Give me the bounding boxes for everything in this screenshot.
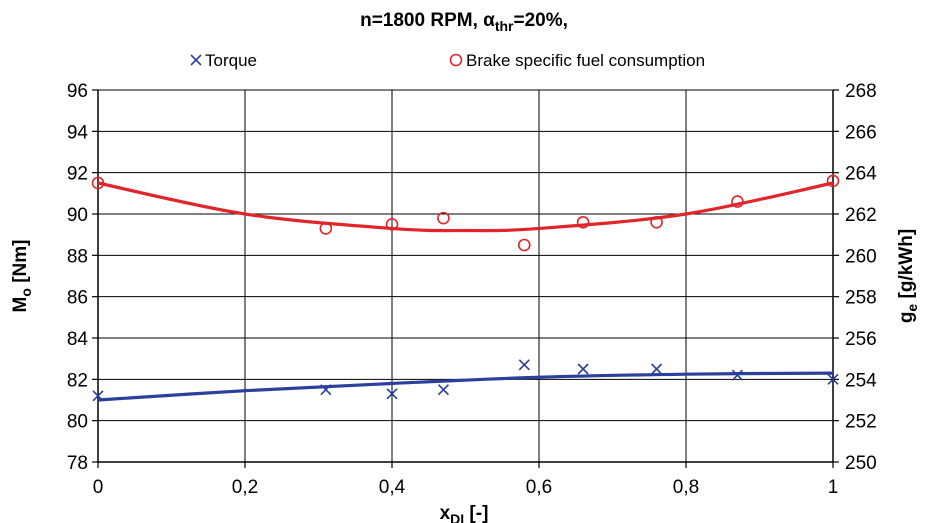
chart-title-rest: =20%, bbox=[513, 10, 567, 31]
x-tick-label: 0 bbox=[93, 477, 104, 498]
x-axis-label-rest: [-] bbox=[464, 503, 488, 523]
legend-marker-torque bbox=[190, 54, 202, 66]
x-tick-label: 0,6 bbox=[526, 477, 552, 498]
data-point-bsfc bbox=[91, 176, 105, 190]
x-tick-label: 0,2 bbox=[232, 477, 258, 498]
trendline-bsfc bbox=[97, 181, 834, 233]
y-right-tick-label: 250 bbox=[845, 453, 877, 474]
y-left-tick-label: 86 bbox=[67, 288, 88, 309]
data-point-torque bbox=[437, 384, 450, 396]
y-left-tick-label: 90 bbox=[67, 205, 88, 226]
y-left-tick-label: 92 bbox=[67, 164, 88, 185]
x-tick-label: 0,8 bbox=[673, 477, 699, 498]
y-left-tick-label: 88 bbox=[67, 246, 88, 267]
y-right-tick-label: 252 bbox=[845, 412, 877, 433]
chart-title-alpha: α bbox=[483, 10, 495, 31]
trendlines bbox=[97, 181, 834, 402]
y-axis-left-label-rest: [Nm] bbox=[10, 240, 31, 289]
x-axis-label-sub: DI bbox=[450, 511, 464, 523]
y-left-tick-label: 78 bbox=[67, 453, 88, 474]
data-point-torque bbox=[320, 384, 332, 396]
trendline-torque bbox=[97, 371, 834, 402]
data-point-bsfc bbox=[385, 218, 399, 231]
data-point-torque bbox=[92, 390, 104, 402]
data-point-bsfc bbox=[437, 211, 450, 225]
x-tick-label: 1 bbox=[828, 477, 839, 498]
y-axis-right-label: ge [g/kWh] bbox=[896, 229, 920, 323]
y-left-tick-label: 82 bbox=[67, 370, 88, 391]
chart-title: n=1800 RPM, αthr=20%, bbox=[360, 10, 568, 34]
y-left-tick-label: 96 bbox=[67, 81, 88, 102]
data-point-bsfc bbox=[319, 222, 333, 235]
chart-title-main: n=1800 RPM, bbox=[360, 10, 483, 31]
y-axis-right-label-sub: e bbox=[904, 304, 920, 312]
y-right-tick-label: 266 bbox=[845, 122, 877, 143]
y-right-tick-label: 262 bbox=[845, 205, 877, 226]
y-axis-right-label-main: g bbox=[896, 312, 917, 324]
y-axis-left-label-main: M bbox=[10, 297, 31, 313]
y-left-tick-label: 80 bbox=[67, 412, 88, 433]
data-point-bsfc bbox=[576, 215, 590, 229]
x-tick-label: 0,4 bbox=[379, 477, 406, 498]
data-point-bsfc bbox=[517, 238, 531, 252]
tick-labels: 78 250 80 252 82 254 84 256 86 258 88 260 90 262 92 264… bbox=[67, 81, 877, 498]
legend-marker-bsfc bbox=[449, 53, 463, 67]
legend-label-torque: Torque bbox=[205, 51, 257, 70]
y-right-tick-label: 256 bbox=[845, 329, 877, 350]
plot-area bbox=[98, 90, 833, 462]
data-point-torque bbox=[518, 359, 530, 371]
data-point-bsfc bbox=[650, 215, 663, 229]
x-axis-label: xDI [-] bbox=[440, 503, 489, 523]
data-point-torque bbox=[651, 363, 663, 375]
y-right-tick-label: 260 bbox=[845, 246, 877, 267]
legend: Torque Brake specific fuel consumption bbox=[190, 51, 705, 70]
data-point-torque bbox=[386, 388, 398, 400]
y-axis-left-label: Mo [Nm] bbox=[10, 240, 34, 313]
data-point-torque bbox=[827, 373, 839, 385]
data-point-bsfc bbox=[731, 195, 744, 208]
legend-label-bsfc: Brake specific fuel consumption bbox=[466, 51, 705, 70]
data-points bbox=[91, 174, 840, 402]
y-left-tick-label: 84 bbox=[67, 329, 89, 350]
chart-title-alpha-sub: thr bbox=[495, 18, 514, 34]
data-point-torque bbox=[731, 369, 744, 381]
y-axis-right-label-rest: [g/kWh] bbox=[896, 229, 917, 304]
x-axis-label-main: x bbox=[440, 503, 451, 523]
y-right-tick-label: 268 bbox=[845, 81, 877, 102]
data-point-torque bbox=[577, 363, 589, 375]
data-point-bsfc bbox=[826, 174, 840, 188]
y-right-tick-label: 264 bbox=[845, 164, 877, 185]
y-left-tick-label: 94 bbox=[67, 122, 89, 143]
y-axis-left-label-sub: o bbox=[18, 288, 34, 297]
y-right-tick-label: 258 bbox=[845, 288, 877, 309]
y-right-tick-label: 254 bbox=[845, 370, 877, 391]
